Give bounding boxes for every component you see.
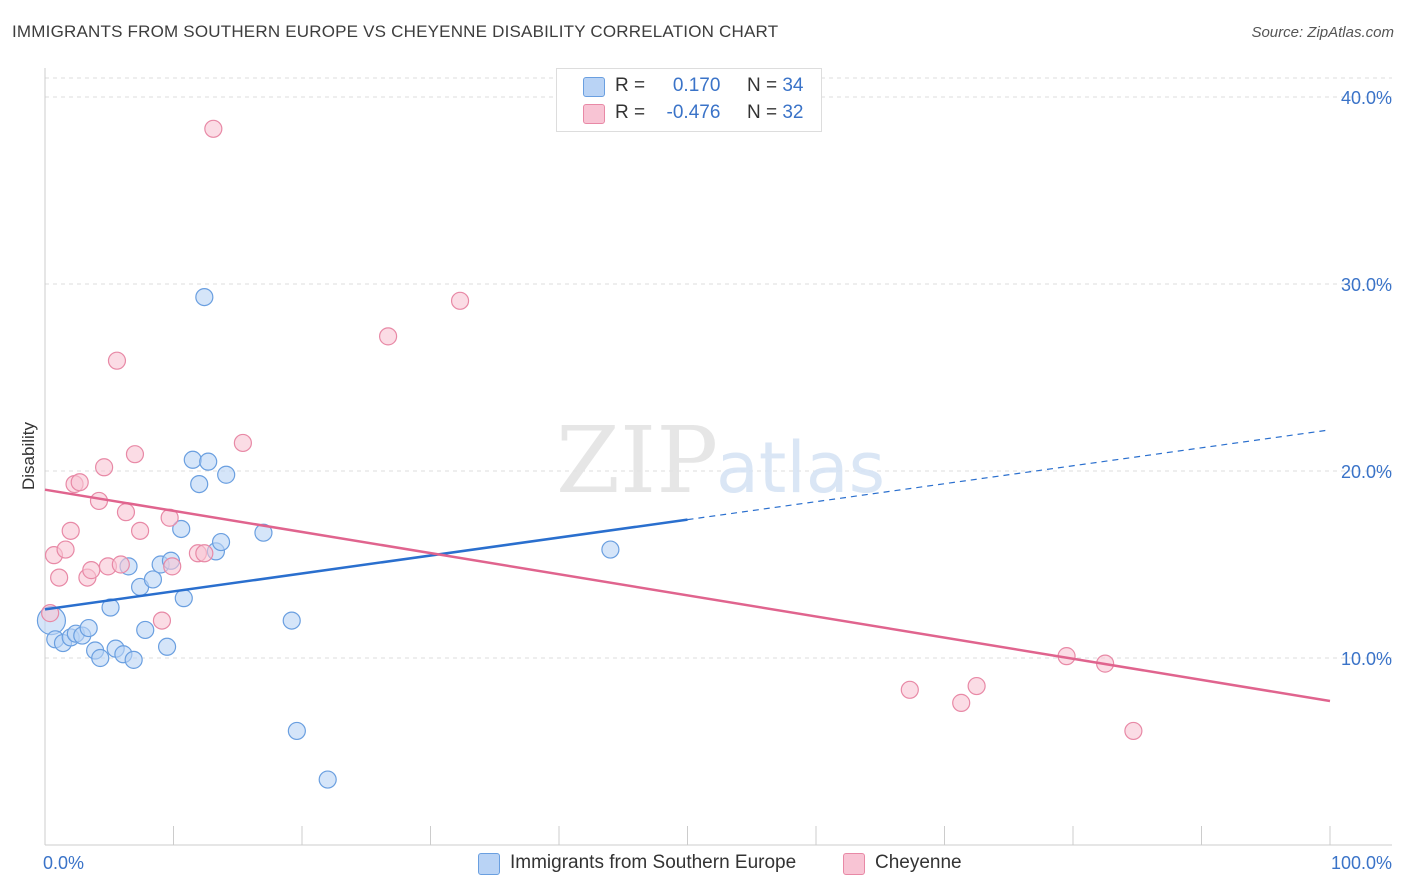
point-cheyenne bbox=[378, 327, 398, 346]
point-southern-europe bbox=[124, 650, 143, 669]
point-cheyenne bbox=[56, 540, 75, 559]
point-cheyenne bbox=[900, 680, 919, 699]
series-legend: Immigrants from Southern Europe Cheyenne bbox=[0, 850, 1406, 878]
point-cheyenne bbox=[204, 119, 223, 138]
legend-swatch-pink bbox=[583, 104, 605, 124]
y-axis-label: Disability bbox=[19, 421, 38, 490]
trend-layer bbox=[44, 429, 1331, 703]
trend-line-southern-europe bbox=[44, 518, 688, 611]
point-cheyenne bbox=[107, 351, 127, 370]
watermark: ZIP atlas bbox=[556, 407, 885, 514]
point-southern-europe bbox=[318, 770, 337, 789]
series-label-southern-europe: Immigrants from Southern Europe bbox=[510, 852, 797, 873]
point-southern-europe bbox=[211, 532, 231, 552]
y-tick-label: 30.0% bbox=[1341, 275, 1392, 295]
point-cheyenne bbox=[152, 611, 172, 630]
point-southern-europe bbox=[143, 570, 163, 589]
point-southern-europe bbox=[199, 452, 218, 471]
legend-r-label: R = bbox=[615, 102, 646, 123]
point-cheyenne bbox=[82, 561, 101, 580]
series-swatch-blue bbox=[478, 853, 500, 875]
point-southern-europe bbox=[601, 540, 620, 559]
label-layer: 10.0% 20.0% 30.0% 40.0% 0.0% 100.0% Disability bbox=[19, 88, 1392, 873]
legend-blue-r: 0.170 bbox=[672, 75, 721, 96]
legend-blue-n: 34 bbox=[782, 75, 804, 96]
chart-title: IMMIGRANTS FROM SOUTHERN EUROPE VS CHEYE… bbox=[12, 22, 779, 41]
point-cheyenne bbox=[967, 676, 986, 696]
legend-n-label: N = bbox=[746, 102, 778, 123]
trend-line-cheyenne bbox=[44, 488, 1331, 703]
point-southern-europe bbox=[217, 465, 236, 484]
legend-r-label: R = bbox=[615, 75, 646, 96]
point-cheyenne bbox=[450, 291, 470, 310]
point-cheyenne bbox=[233, 433, 252, 453]
point-cheyenne bbox=[89, 491, 109, 511]
legend-swatch-blue bbox=[583, 77, 605, 97]
point-cheyenne bbox=[61, 521, 80, 540]
point-cheyenne bbox=[125, 445, 145, 464]
point-southern-europe bbox=[136, 620, 155, 640]
points-layer bbox=[36, 119, 1143, 789]
x-tick-label-min: 0.0% bbox=[43, 853, 84, 873]
legend-pink-n: 32 bbox=[782, 102, 804, 123]
point-cheyenne bbox=[1124, 721, 1143, 741]
point-southern-europe bbox=[287, 721, 306, 741]
trend-line-southern-europe-extension bbox=[687, 429, 1331, 521]
series-swatch-pink bbox=[843, 853, 865, 875]
point-cheyenne bbox=[195, 544, 214, 563]
watermark-zip: ZIP bbox=[556, 407, 718, 514]
point-southern-europe bbox=[282, 611, 301, 630]
y-tick-label: 10.0% bbox=[1341, 649, 1392, 669]
point-southern-europe bbox=[172, 519, 191, 539]
point-cheyenne bbox=[111, 555, 130, 574]
y-tick-label: 20.0% bbox=[1341, 462, 1392, 482]
point-southern-europe bbox=[190, 474, 209, 494]
watermark-atlas: atlas bbox=[716, 427, 885, 509]
legend-n-label: N = bbox=[746, 75, 778, 96]
series-label-cheyenne: Cheyenne bbox=[875, 852, 962, 873]
point-cheyenne bbox=[952, 693, 971, 712]
x-tick-label-max: 100.0% bbox=[1331, 853, 1392, 873]
point-southern-europe bbox=[157, 637, 177, 656]
y-tick-label: 40.0% bbox=[1341, 88, 1392, 108]
point-cheyenne bbox=[116, 503, 136, 522]
point-southern-europe bbox=[254, 523, 273, 542]
point-southern-europe bbox=[183, 450, 202, 469]
source-credit: Source: ZipAtlas.com bbox=[1251, 24, 1394, 41]
grid-layer bbox=[45, 77, 1392, 659]
point-cheyenne bbox=[70, 473, 89, 492]
point-southern-europe bbox=[195, 287, 214, 307]
point-cheyenne bbox=[95, 458, 114, 477]
legend-pink-r: -0.476 bbox=[666, 102, 721, 123]
point-southern-europe bbox=[79, 618, 98, 638]
point-cheyenne bbox=[50, 568, 69, 587]
axis-layer bbox=[44, 68, 1392, 846]
point-cheyenne bbox=[163, 557, 182, 576]
point-southern-europe bbox=[174, 589, 193, 608]
stats-legend: R = 0.170 N = 34 R = -0.476 N = 32 bbox=[556, 68, 822, 132]
point-cheyenne bbox=[130, 521, 150, 540]
point-southern-europe bbox=[91, 648, 110, 668]
